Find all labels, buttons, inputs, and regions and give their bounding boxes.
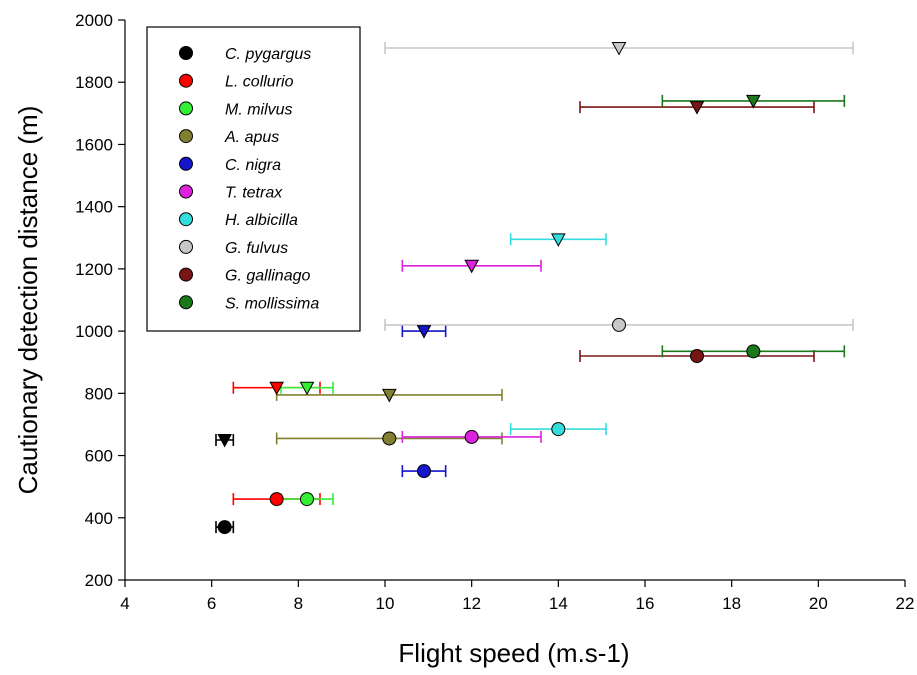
x-tick-label: 14 — [549, 594, 568, 613]
legend-box — [146, 26, 361, 332]
y-tick-label: 800 — [85, 384, 113, 403]
triangle-point — [299, 381, 315, 396]
circle-point — [417, 464, 431, 479]
plot-area — [215, 42, 854, 535]
legend-label: L. collurio — [225, 74, 294, 91]
legend-label: G. fulvus — [225, 240, 288, 257]
triangle-point — [217, 434, 233, 448]
y-tick-label: 2000 — [75, 11, 113, 30]
y-tick-label: 1600 — [75, 135, 113, 154]
legend-label: G. gallinago — [225, 268, 310, 285]
y-axis-title: Cautionary detection distance (m) — [13, 106, 43, 495]
x-tick-label: 18 — [722, 594, 741, 613]
circle-point — [612, 317, 626, 332]
legend-marker — [179, 73, 193, 88]
x-tick-label: 4 — [120, 594, 129, 613]
x-tick-label: 6 — [207, 594, 216, 613]
triangle-point — [550, 233, 566, 247]
y-tick-label: 200 — [85, 571, 113, 590]
triangle-point — [611, 42, 627, 56]
legend-label: H. albicilla — [225, 212, 298, 229]
x-tick-label: 22 — [896, 594, 915, 613]
x-tick-label: 20 — [809, 594, 828, 613]
legend-marker — [179, 156, 193, 171]
legend-marker — [179, 212, 193, 227]
y-tick-label: 1000 — [75, 322, 113, 341]
x-tick-label: 16 — [636, 594, 655, 613]
legend-label: C. pygargus — [225, 46, 311, 63]
y-tick-label: 400 — [85, 509, 113, 528]
legend-label: T. tetrax — [225, 185, 283, 202]
legend-marker — [179, 239, 193, 254]
x-tick-label: 10 — [376, 594, 395, 613]
y-tick-label: 1200 — [75, 260, 113, 279]
legend-marker — [179, 46, 193, 60]
circle-point — [300, 492, 314, 507]
triangle-point — [464, 259, 480, 274]
circle-point — [690, 349, 704, 363]
triangle-point — [416, 325, 432, 339]
triangle-point — [269, 381, 285, 396]
circle-point — [382, 431, 397, 446]
legend-marker — [179, 267, 193, 282]
triangle-point — [381, 388, 397, 403]
legend-marker — [179, 129, 193, 144]
x-tick-label: 8 — [294, 594, 303, 613]
x-tick-label: 12 — [462, 594, 481, 613]
y-tick-label: 1800 — [75, 73, 113, 92]
circle-point — [551, 422, 566, 437]
y-tick-label: 1400 — [75, 198, 113, 217]
legend-marker — [179, 295, 193, 310]
y-tick-label: 600 — [85, 447, 113, 466]
circle-point — [217, 520, 232, 535]
triangle-point — [689, 101, 705, 115]
legend-marker — [179, 101, 193, 116]
legend-label: S. mollissima — [225, 295, 319, 312]
legend: C. pygargus L. collurio M. milvus A. apus C.… — [146, 26, 361, 332]
legend-label: A. apus — [224, 129, 279, 146]
legend-label: C. nigra — [225, 157, 281, 174]
legend-label: M. milvus — [225, 101, 293, 118]
x-axis-title: Flight speed (m.s-1) — [398, 638, 629, 668]
circle-point — [464, 429, 479, 444]
circle-point — [269, 492, 284, 507]
triangle-point — [745, 94, 761, 109]
circle-point — [746, 344, 761, 359]
axes: 4 6 8 10 12 14 16 18 20 22 200 400 600 800 1000 1200 140… — [75, 11, 914, 613]
legend-marker — [179, 184, 193, 199]
